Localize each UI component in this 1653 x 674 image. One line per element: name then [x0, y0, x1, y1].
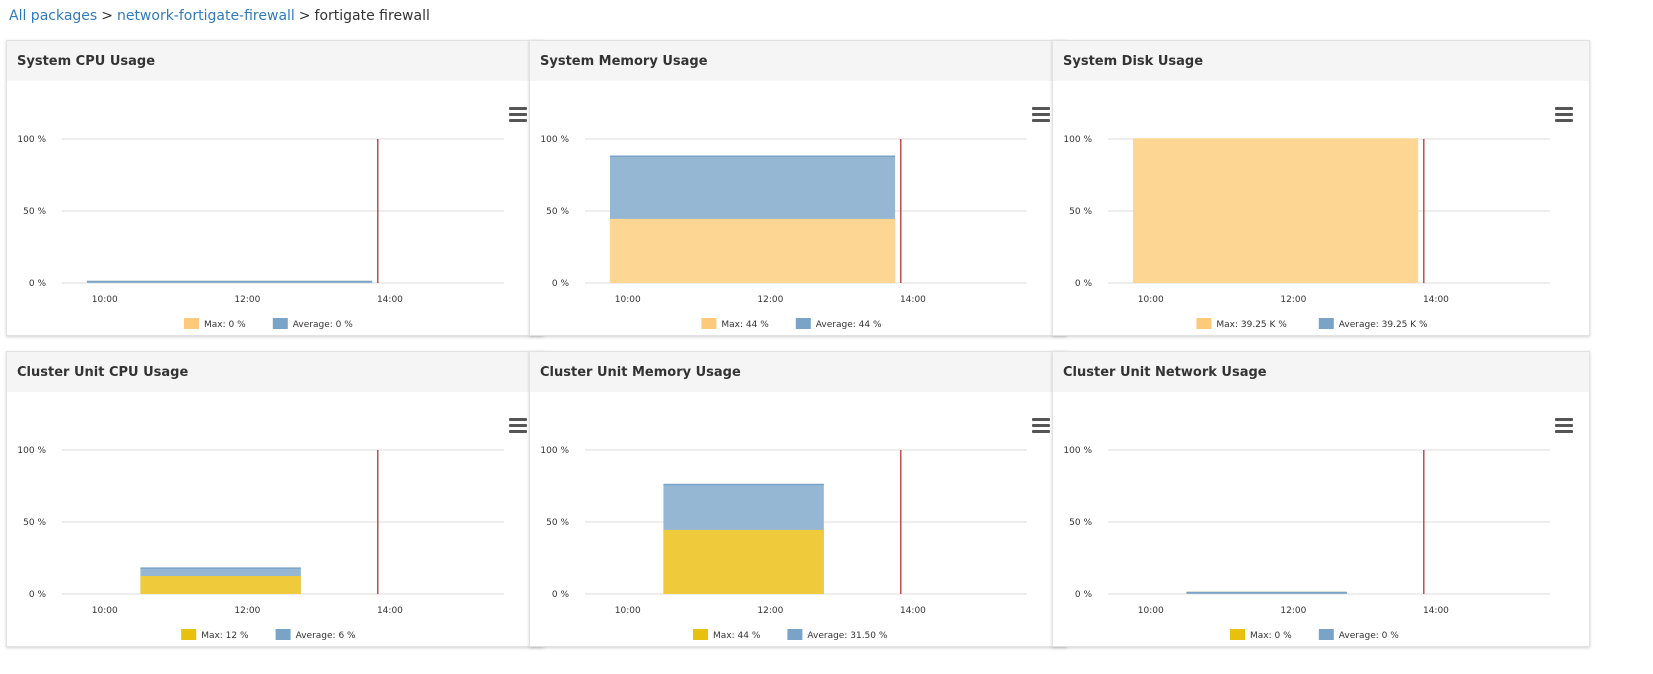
panel-system-cpu-usage: System CPU Usage 100 % 50 % 0 % 10:00 12:00 1…: [6, 40, 544, 336]
y-tick-label: 0 %: [552, 590, 570, 600]
y-tick-label: 50 %: [546, 207, 569, 217]
y-tick-label: 50 %: [546, 518, 569, 528]
panel-title: System CPU Usage: [7, 41, 543, 81]
x-tick-label: 14:00: [900, 606, 926, 616]
y-tick-label: 0 %: [552, 279, 570, 289]
chart-system-cpu-usage: 100 % 50 % 0 % 10:00 12:00 14:00 Max: 0 % Avera…: [17, 135, 504, 330]
breadcrumb: All packages > network-fortigate-firewall >…: [9, 7, 430, 25]
series-area: [140, 576, 301, 594]
legend-swatch: [184, 318, 199, 329]
y-tick-label: 0 %: [1075, 590, 1093, 600]
breadcrumb-separator: >: [298, 8, 311, 24]
panel-system-memory-usage: System Memory Usage 100 % 50 % 0 % 10:00 12:…: [529, 40, 1067, 336]
legend-swatch: [1230, 629, 1245, 640]
y-tick-label: 50 %: [1069, 207, 1092, 217]
breadcrumb-link-network-fortigate-firewall[interactable]: network-fortigate-firewall: [116, 8, 295, 24]
legend-swatch: [272, 318, 288, 329]
legend-label: Max: 44 %: [721, 320, 769, 330]
legend-label: Average: 0 %: [1339, 631, 1399, 641]
x-tick-label: 14:00: [1423, 606, 1449, 616]
legend-swatch: [1196, 318, 1212, 329]
breadcrumb-current: fortigate firewall: [314, 8, 430, 24]
panel-cluster-unit-network-usage: Cluster Unit Network Usage 100 % 50 % 0 % 1…: [1052, 351, 1590, 647]
x-tick-label: 12:00: [234, 295, 260, 305]
legend-swatch: [795, 318, 811, 329]
series-area: [1132, 139, 1419, 283]
legend-label: Average: 31.50 %: [807, 631, 887, 641]
y-tick-label: 100 %: [17, 135, 46, 145]
legend-label: Average: 0 %: [293, 320, 353, 330]
x-tick-label: 12:00: [1280, 295, 1306, 305]
x-tick-label: 14:00: [377, 606, 403, 616]
panel-title: Cluster Unit Network Usage: [1053, 352, 1589, 392]
chart-menu-icon[interactable]: [1555, 418, 1573, 434]
x-tick-label: 12:00: [1280, 606, 1306, 616]
y-tick-label: 100 %: [1063, 135, 1092, 145]
chart-cluster-unit-memory-usage: 100 % 50 % 0 % 10:00 12:00 14:00 Max: 44 % Aver…: [540, 446, 1027, 641]
chart-system-memory-usage: 100 % 50 % 0 % 10:00 12:00 14:00 Max: 44 % Aver…: [540, 135, 1027, 330]
y-tick-label: 100 %: [17, 446, 46, 456]
x-tick-label: 14:00: [1423, 295, 1449, 305]
panel-system-disk-usage: System Disk Usage 100 % 50 % 0 % 10:00 12:00…: [1052, 40, 1590, 336]
panel-title: System Memory Usage: [530, 41, 1066, 81]
y-tick-label: 50 %: [23, 207, 46, 217]
legend-label: Max: 39.25 K %: [1216, 320, 1287, 330]
legend-label: Average: 39.25 K %: [1339, 320, 1428, 330]
x-tick-label: 10:00: [615, 606, 641, 616]
x-tick-label: 12:00: [757, 295, 783, 305]
x-tick-label: 10:00: [615, 295, 641, 305]
x-tick-label: 10:00: [92, 606, 118, 616]
breadcrumb-separator: >: [101, 8, 113, 24]
y-tick-label: 0 %: [29, 590, 47, 600]
x-tick-label: 12:00: [757, 606, 783, 616]
y-tick-label: 100 %: [540, 135, 569, 145]
y-tick-label: 100 %: [540, 446, 569, 456]
legend-swatch: [693, 629, 708, 640]
legend-label: Max: 0 %: [204, 320, 246, 330]
x-tick-label: 12:00: [234, 606, 260, 616]
legend-label: Max: 44 %: [713, 631, 761, 641]
panel-title: System Disk Usage: [1053, 41, 1589, 81]
legend-swatch: [275, 629, 291, 640]
panel-title: Cluster Unit Memory Usage: [530, 352, 1066, 392]
y-tick-label: 0 %: [29, 279, 47, 289]
chart-system-disk-usage: 100 % 50 % 0 % 10:00 12:00 14:00 Max: 39.25 K …: [1063, 135, 1550, 330]
x-tick-label: 14:00: [900, 295, 926, 305]
y-tick-label: 100 %: [1063, 446, 1092, 456]
panel-title: Cluster Unit CPU Usage: [7, 352, 543, 392]
series-area: [663, 530, 824, 594]
legend-swatch: [787, 629, 803, 640]
legend-swatch: [701, 318, 717, 329]
chart-cluster-unit-cpu-usage: 100 % 50 % 0 % 10:00 12:00 14:00 Max: 12 % Aver…: [17, 446, 504, 641]
chart-menu-icon[interactable]: [509, 418, 527, 434]
x-tick-label: 10:00: [1138, 295, 1164, 305]
legend-swatch: [1318, 318, 1334, 329]
panel-cluster-unit-memory-usage: Cluster Unit Memory Usage 100 % 50 % 0 % 10…: [529, 351, 1067, 647]
legend-swatch: [181, 629, 197, 640]
chart-menu-icon[interactable]: [1032, 107, 1050, 123]
chart-menu-icon[interactable]: [509, 107, 527, 123]
legend-swatch: [1318, 629, 1334, 640]
y-tick-label: 50 %: [1069, 518, 1092, 528]
panel-cluster-unit-cpu-usage: Cluster Unit CPU Usage 100 % 50 % 0 % 10:00…: [6, 351, 544, 647]
chart-cluster-unit-network-usage: 100 % 50 % 0 % 10:00 12:00 14:00 Max: 0 % Avera…: [1063, 446, 1550, 641]
chart-menu-icon[interactable]: [1032, 418, 1050, 434]
series-area: [609, 219, 896, 283]
legend-label: Average: 6 %: [296, 631, 356, 641]
legend-label: Max: 12 %: [201, 631, 249, 641]
breadcrumb-link-all-packages[interactable]: All packages: [9, 8, 98, 24]
x-tick-label: 14:00: [377, 295, 403, 305]
x-tick-label: 10:00: [1138, 606, 1164, 616]
legend-label: Max: 0 %: [1250, 631, 1292, 641]
x-tick-label: 10:00: [92, 295, 118, 305]
y-tick-label: 0 %: [1075, 279, 1093, 289]
y-tick-label: 50 %: [23, 518, 46, 528]
chart-menu-icon[interactable]: [1555, 107, 1573, 123]
legend-label: Average: 44 %: [816, 320, 882, 330]
